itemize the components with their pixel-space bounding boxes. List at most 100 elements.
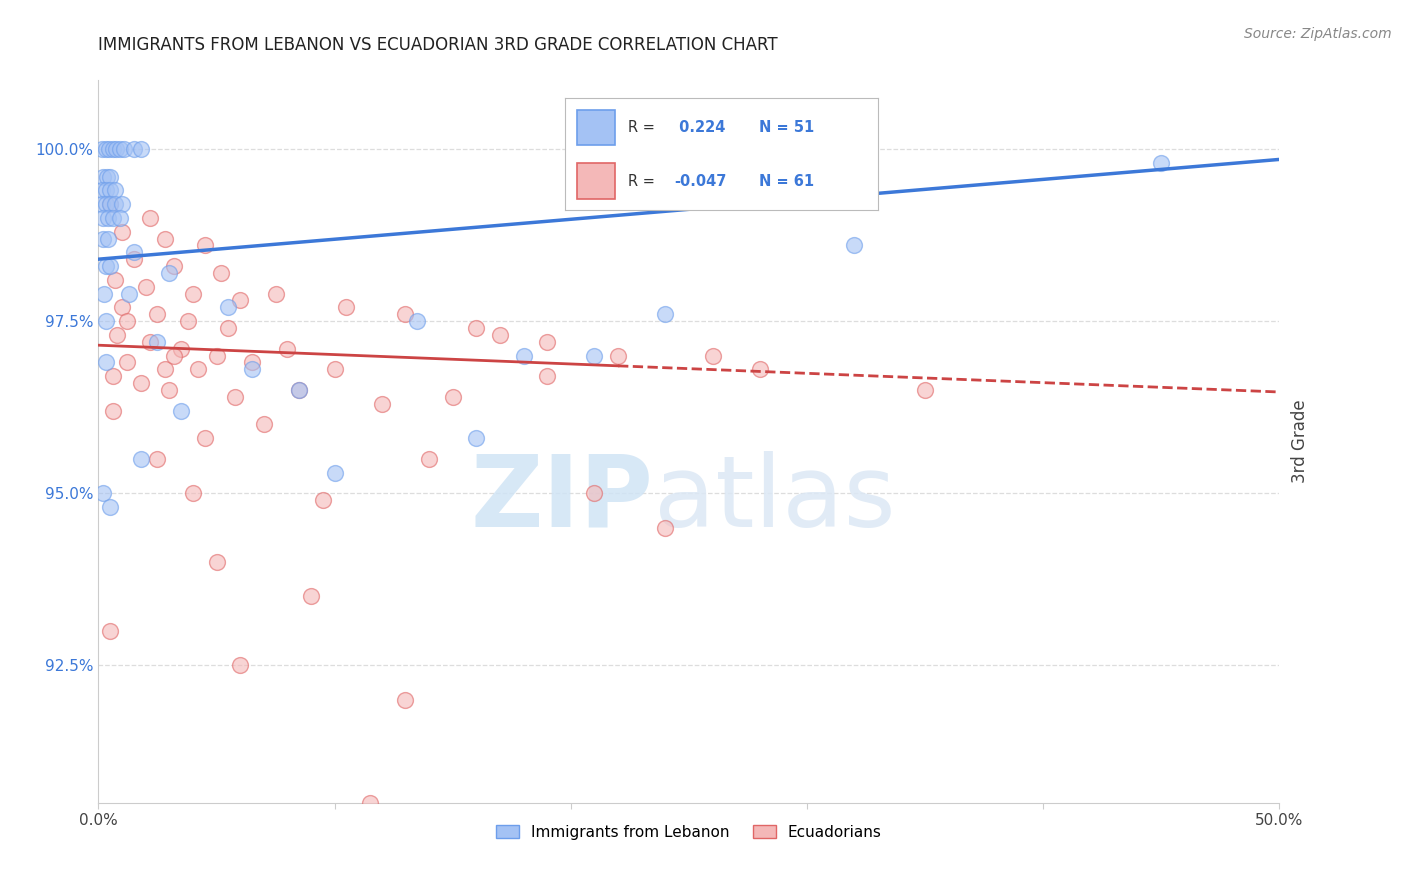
Point <box>104 273 127 287</box>
Point <box>406 314 429 328</box>
Point <box>253 417 276 432</box>
Point <box>170 342 193 356</box>
Point <box>163 349 186 363</box>
Point <box>122 252 145 267</box>
Point <box>177 314 200 328</box>
Point <box>115 355 138 369</box>
Point <box>229 293 252 308</box>
Point <box>264 286 287 301</box>
Point <box>91 169 114 184</box>
Point <box>91 486 114 500</box>
Point <box>323 466 346 480</box>
Point <box>111 197 134 211</box>
Point <box>94 355 117 369</box>
Point <box>129 142 152 156</box>
Point <box>94 142 117 156</box>
Point <box>98 197 121 211</box>
Legend: Immigrants from Lebanon, Ecuadorians: Immigrants from Lebanon, Ecuadorians <box>491 819 887 846</box>
Point <box>97 211 120 225</box>
Point <box>98 142 121 156</box>
Point <box>91 197 114 211</box>
Point <box>93 286 115 301</box>
Point <box>209 266 232 280</box>
Point <box>229 658 252 673</box>
Point <box>96 169 118 184</box>
Point <box>94 259 117 273</box>
Point <box>104 197 127 211</box>
Point <box>101 142 124 156</box>
Point <box>98 624 121 638</box>
Point <box>276 342 298 356</box>
Point <box>288 383 311 397</box>
Point <box>122 245 145 260</box>
Point <box>217 301 239 315</box>
Point <box>371 397 394 411</box>
Point <box>98 500 121 514</box>
Point <box>299 590 322 604</box>
Point <box>583 349 606 363</box>
Point <box>115 314 138 328</box>
Text: Source: ZipAtlas.com: Source: ZipAtlas.com <box>1244 27 1392 41</box>
Point <box>129 451 152 466</box>
Point <box>512 349 534 363</box>
Point <box>98 197 121 211</box>
Point <box>146 307 169 321</box>
Point <box>111 301 134 315</box>
Point <box>163 259 186 273</box>
Point <box>702 349 724 363</box>
Point <box>748 362 770 376</box>
Point <box>146 451 169 466</box>
Point <box>536 334 558 349</box>
Text: ZIP: ZIP <box>471 450 654 548</box>
Point <box>394 307 416 321</box>
Point <box>187 362 209 376</box>
Point <box>91 231 114 245</box>
Point <box>465 321 488 335</box>
Point <box>94 314 117 328</box>
Point <box>98 169 121 184</box>
Point <box>170 403 193 417</box>
Point <box>654 520 676 534</box>
Point <box>91 142 114 156</box>
Point <box>359 796 381 810</box>
Point <box>335 301 357 315</box>
Point <box>98 183 121 197</box>
Point <box>139 334 162 349</box>
Point <box>607 349 630 363</box>
Point <box>654 307 676 321</box>
Point <box>205 555 228 569</box>
Point <box>91 211 114 225</box>
Point <box>101 403 124 417</box>
Point <box>157 383 180 397</box>
Point <box>94 197 117 211</box>
Point <box>122 142 145 156</box>
Point <box>205 349 228 363</box>
Point <box>108 142 131 156</box>
Point <box>98 259 121 273</box>
Point <box>101 211 124 225</box>
Point <box>153 231 176 245</box>
Point <box>97 231 120 245</box>
Point <box>181 286 204 301</box>
Point <box>536 369 558 384</box>
Point <box>583 486 606 500</box>
Point <box>104 183 127 197</box>
Point <box>129 376 152 390</box>
Point <box>323 362 346 376</box>
Point <box>157 266 180 280</box>
Point <box>418 451 440 466</box>
Point <box>139 211 162 225</box>
Text: atlas: atlas <box>654 450 896 548</box>
Point <box>91 183 114 197</box>
Point <box>441 390 464 404</box>
Point <box>194 431 217 445</box>
Point <box>489 327 512 342</box>
Point <box>135 279 157 293</box>
Point <box>111 225 134 239</box>
Point <box>224 390 246 404</box>
Text: IMMIGRANTS FROM LEBANON VS ECUADORIAN 3RD GRADE CORRELATION CHART: IMMIGRANTS FROM LEBANON VS ECUADORIAN 3R… <box>98 36 778 54</box>
Point <box>394 692 416 706</box>
Point <box>181 486 204 500</box>
Point <box>194 238 217 252</box>
Point <box>1150 156 1173 170</box>
